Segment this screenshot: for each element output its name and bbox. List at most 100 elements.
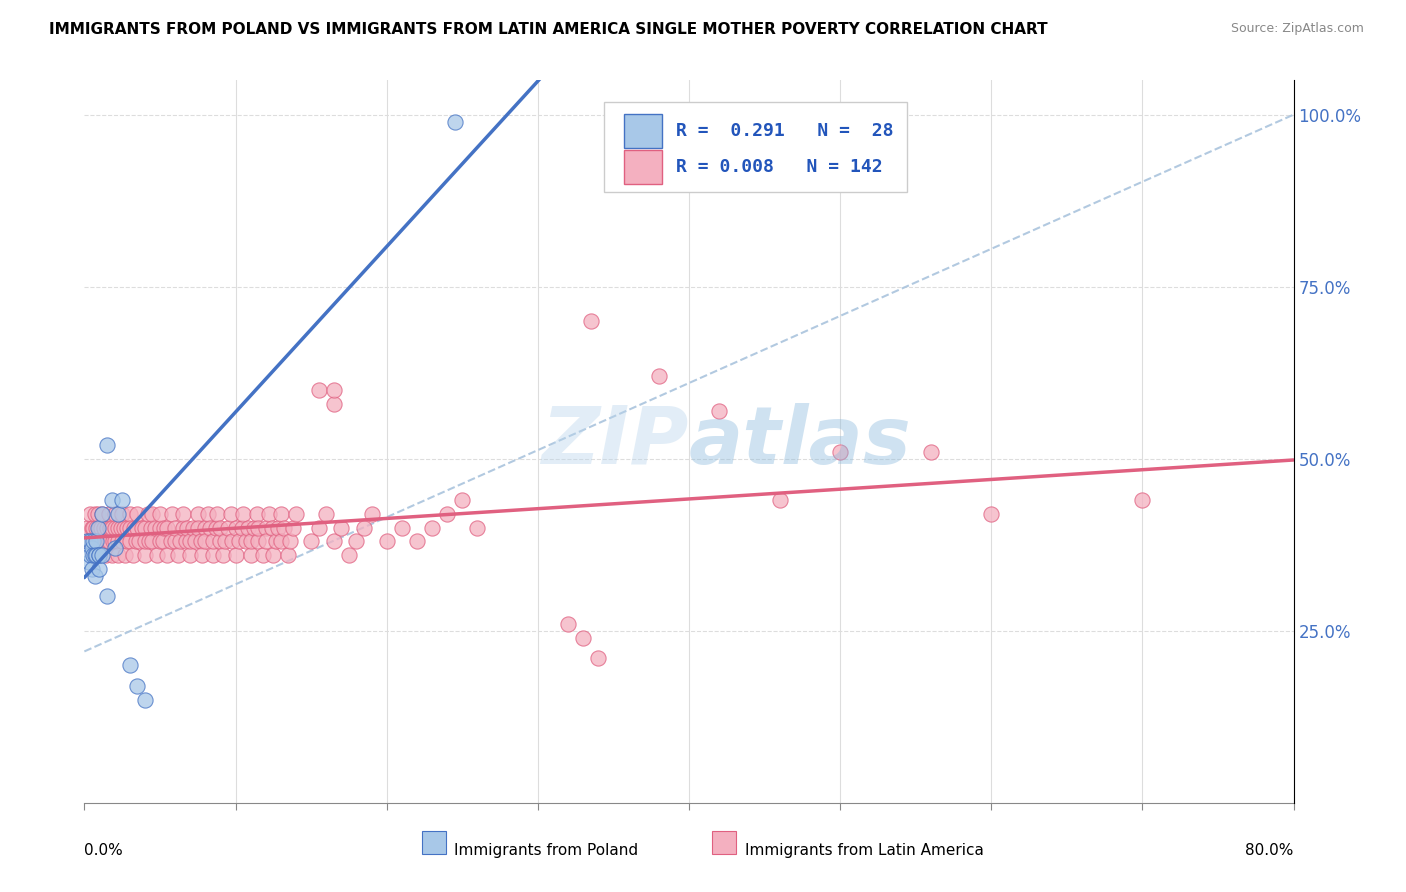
Point bbox=[179, 548, 201, 562]
Point bbox=[149, 507, 172, 521]
Point bbox=[134, 692, 156, 706]
Point bbox=[104, 520, 127, 534]
Point bbox=[77, 555, 100, 569]
Point bbox=[252, 548, 274, 562]
Point bbox=[101, 534, 124, 549]
Point bbox=[118, 520, 141, 534]
Point bbox=[247, 520, 270, 534]
Point bbox=[94, 548, 117, 562]
Point bbox=[174, 534, 197, 549]
Point bbox=[769, 493, 792, 508]
Point bbox=[96, 438, 118, 452]
Point bbox=[111, 493, 134, 508]
Point bbox=[278, 534, 301, 549]
Point bbox=[79, 548, 101, 562]
Point bbox=[181, 520, 204, 534]
Point bbox=[107, 548, 129, 562]
Point bbox=[80, 534, 103, 549]
Point bbox=[169, 534, 191, 549]
Point bbox=[360, 507, 382, 521]
Point bbox=[152, 534, 174, 549]
Point bbox=[153, 520, 176, 534]
Point bbox=[209, 520, 232, 534]
Point bbox=[76, 534, 98, 549]
FancyBboxPatch shape bbox=[624, 150, 662, 184]
Point bbox=[214, 534, 236, 549]
Point bbox=[107, 520, 129, 534]
Point bbox=[217, 520, 239, 534]
Point bbox=[127, 507, 149, 521]
Point bbox=[86, 520, 108, 534]
Point bbox=[96, 590, 118, 604]
Point bbox=[91, 548, 114, 562]
Point bbox=[266, 534, 288, 549]
Point bbox=[236, 520, 259, 534]
Point bbox=[176, 520, 198, 534]
Point bbox=[172, 507, 194, 521]
Point bbox=[322, 397, 344, 411]
Point bbox=[228, 534, 250, 549]
Point bbox=[97, 507, 120, 521]
Point bbox=[281, 520, 304, 534]
Point bbox=[830, 445, 852, 459]
Point bbox=[91, 534, 114, 549]
Point bbox=[82, 534, 104, 549]
Point bbox=[141, 507, 163, 521]
Text: Source: ZipAtlas.com: Source: ZipAtlas.com bbox=[1230, 22, 1364, 36]
Point bbox=[187, 507, 209, 521]
Text: IMMIGRANTS FROM POLAND VS IMMIGRANTS FROM LATIN AMERICA SINGLE MOTHER POVERTY CO: IMMIGRANTS FROM POLAND VS IMMIGRANTS FRO… bbox=[49, 22, 1047, 37]
Point bbox=[96, 534, 118, 549]
Point bbox=[89, 548, 111, 562]
Point bbox=[239, 534, 262, 549]
Point bbox=[299, 534, 322, 549]
Point bbox=[201, 534, 224, 549]
Point bbox=[1130, 493, 1153, 508]
Point bbox=[149, 520, 172, 534]
Point bbox=[322, 534, 344, 549]
Point bbox=[980, 507, 1002, 521]
Point bbox=[104, 507, 127, 521]
Point bbox=[308, 520, 330, 534]
Point bbox=[104, 541, 127, 556]
Point bbox=[179, 534, 201, 549]
Point bbox=[96, 520, 118, 534]
Point bbox=[139, 520, 162, 534]
Point bbox=[141, 534, 163, 549]
Text: Immigrants from Poland: Immigrants from Poland bbox=[454, 843, 638, 857]
Point bbox=[156, 520, 179, 534]
Text: ZIP: ZIP bbox=[541, 402, 689, 481]
FancyBboxPatch shape bbox=[422, 831, 446, 855]
Point bbox=[146, 548, 169, 562]
Point bbox=[221, 534, 243, 549]
Point bbox=[270, 507, 292, 521]
Point bbox=[572, 631, 595, 645]
Text: Immigrants from Latin America: Immigrants from Latin America bbox=[745, 843, 983, 857]
Point bbox=[134, 534, 156, 549]
Point bbox=[118, 534, 141, 549]
Point bbox=[134, 520, 156, 534]
Point bbox=[134, 548, 156, 562]
Point bbox=[93, 520, 115, 534]
Point bbox=[145, 520, 167, 534]
Point bbox=[159, 534, 181, 549]
Point bbox=[115, 520, 138, 534]
Point bbox=[443, 114, 465, 128]
Point bbox=[260, 520, 283, 534]
Text: 80.0%: 80.0% bbox=[1246, 843, 1294, 857]
Point bbox=[190, 534, 212, 549]
Point bbox=[239, 548, 262, 562]
Point bbox=[588, 651, 610, 665]
Point bbox=[89, 562, 111, 576]
Point bbox=[267, 520, 290, 534]
Point bbox=[231, 520, 253, 534]
Point bbox=[87, 520, 110, 534]
Point bbox=[197, 507, 219, 521]
Point bbox=[87, 507, 110, 521]
Point bbox=[391, 520, 413, 534]
Point bbox=[98, 520, 121, 534]
Point bbox=[86, 534, 108, 549]
Point bbox=[79, 534, 101, 549]
Point bbox=[212, 548, 235, 562]
Point bbox=[172, 520, 194, 534]
Point bbox=[80, 562, 103, 576]
